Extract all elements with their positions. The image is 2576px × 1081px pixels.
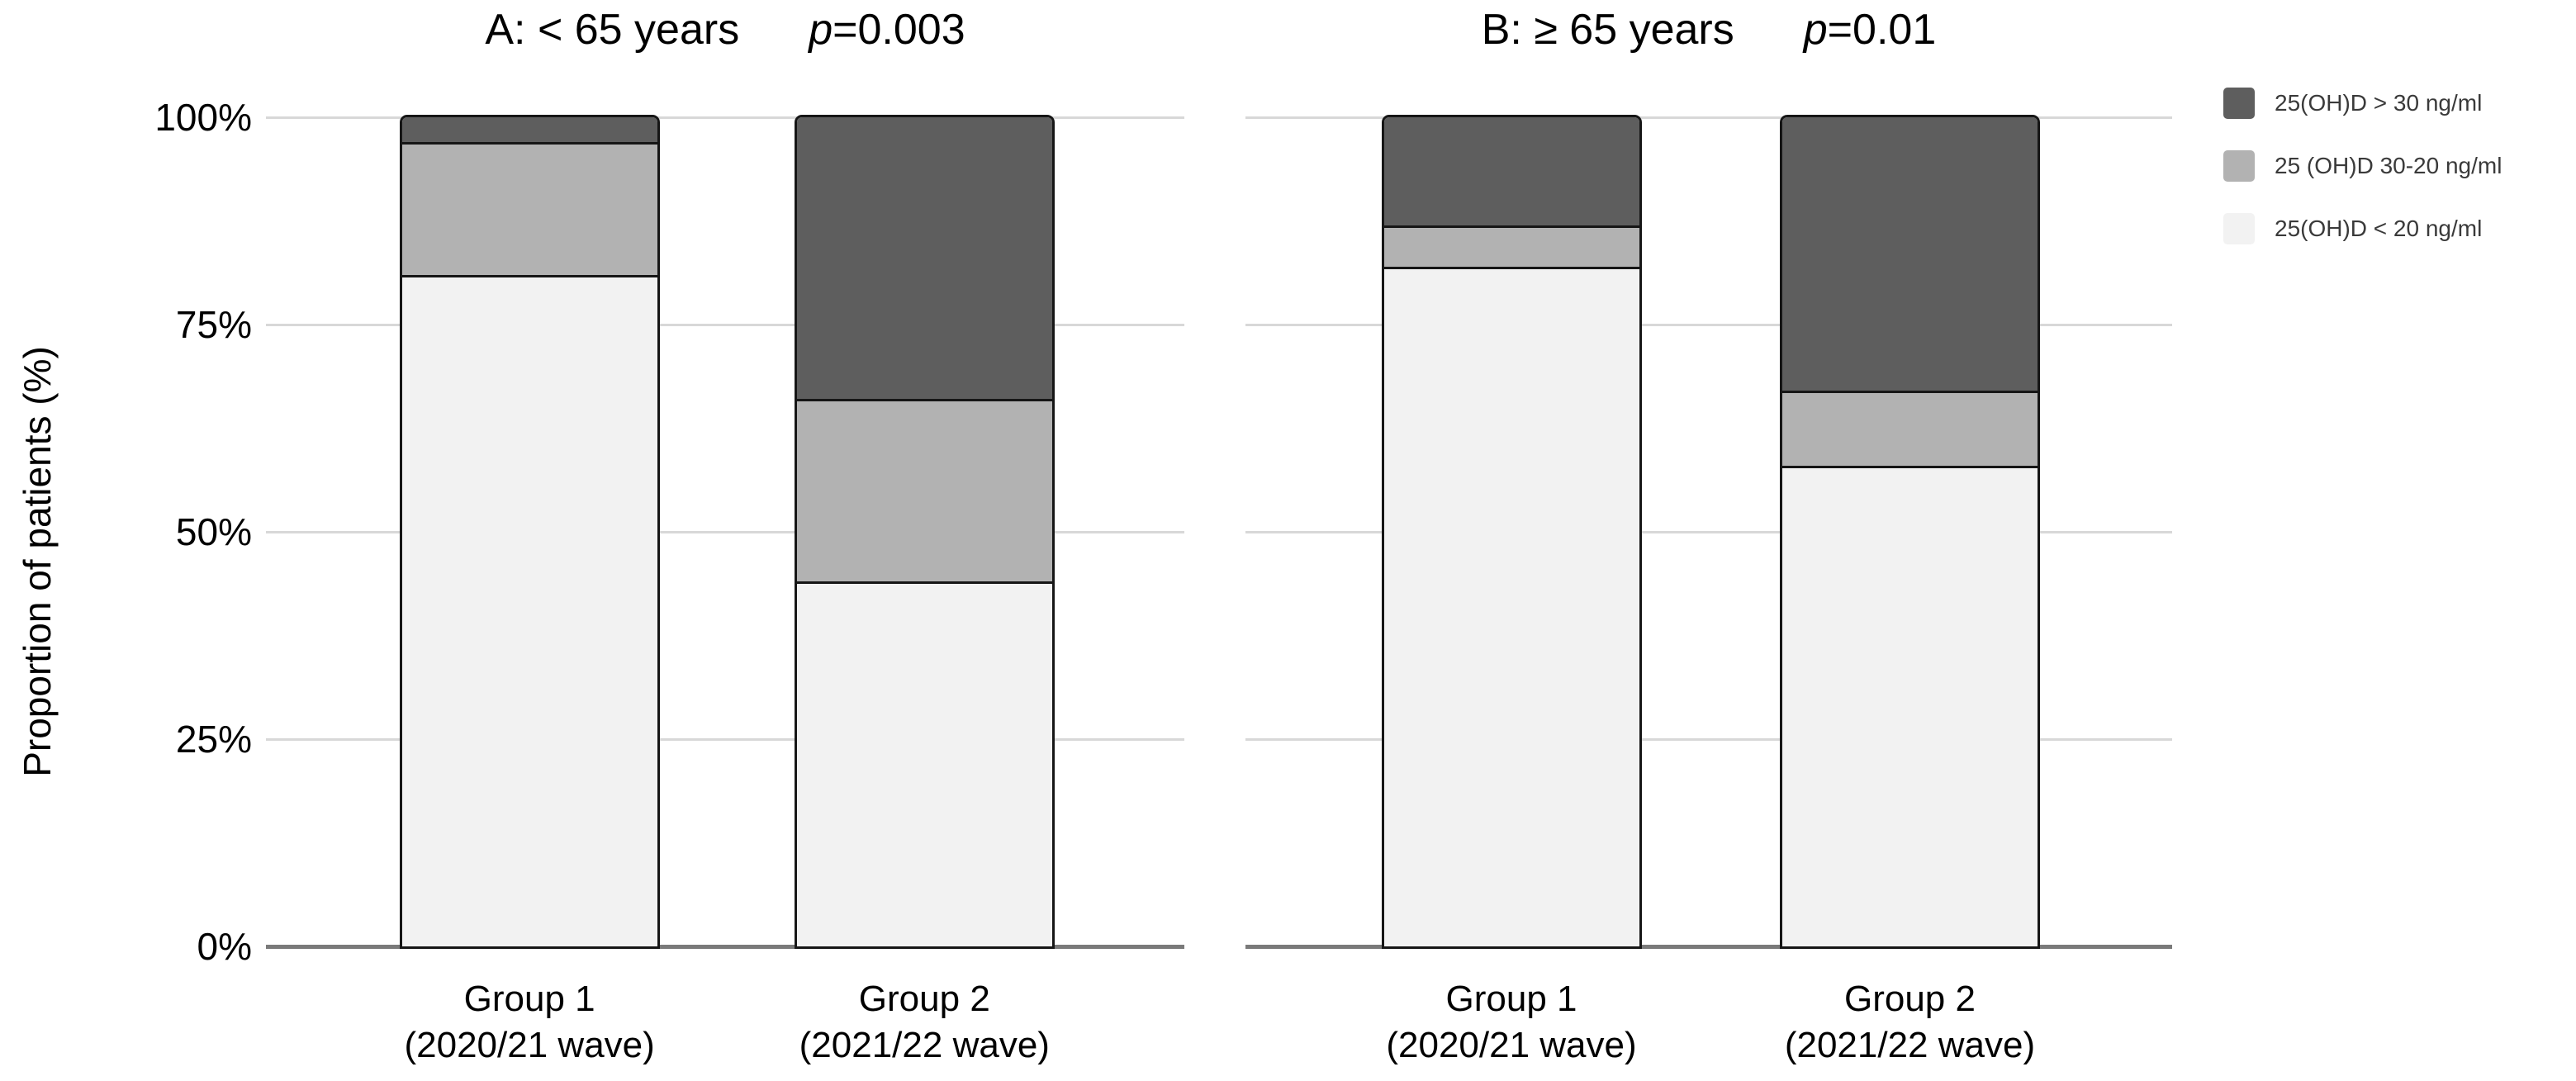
bar-segment bbox=[1383, 225, 1639, 267]
gridline bbox=[1245, 738, 2172, 741]
bar-segment bbox=[401, 274, 657, 946]
legend-item: 25(OH)D > 30 ng/ml bbox=[2223, 88, 2502, 119]
bar-segment bbox=[1383, 266, 1639, 946]
gridline bbox=[266, 738, 1184, 741]
stacked-bar bbox=[399, 115, 660, 949]
x-category-label-line: Group 1 bbox=[1445, 979, 1577, 1019]
legend-label: 25(OH)D > 30 ng/ml bbox=[2275, 90, 2483, 116]
stacked-bar bbox=[794, 115, 1055, 949]
p-symbol: p bbox=[1803, 6, 1828, 54]
bar-segment bbox=[401, 142, 657, 275]
bar-segment bbox=[796, 117, 1052, 400]
gridline bbox=[1245, 324, 2172, 326]
x-axis-line bbox=[266, 945, 1184, 949]
legend-item: 25 (OH)D 30-20 ng/ml bbox=[2223, 150, 2502, 182]
y-tick-label: 100% bbox=[154, 96, 252, 139]
p-value: p=0.01 bbox=[1804, 5, 1937, 55]
p-value: p=0.003 bbox=[809, 5, 965, 55]
x-category-label-line: (2021/22 wave) bbox=[799, 1025, 1050, 1066]
panel-title: A: < 65 years p=0.003 bbox=[266, 5, 1184, 55]
bar-segment bbox=[1781, 391, 2038, 466]
gridline bbox=[266, 531, 1184, 533]
panel-title-text: A: < 65 years bbox=[485, 6, 740, 54]
gridline bbox=[1245, 531, 2172, 533]
legend-label: 25(OH)D < 20 ng/ml bbox=[2275, 216, 2483, 241]
x-category-label-line: Group 2 bbox=[1843, 979, 1976, 1019]
p-value-text: =0.01 bbox=[1827, 6, 1937, 54]
legend-label: 25 (OH)D 30-20 ng/ml bbox=[2275, 153, 2502, 178]
y-tick-label: 0% bbox=[197, 925, 252, 968]
y-tick-label: 25% bbox=[175, 718, 252, 761]
stacked-bar bbox=[1381, 115, 1642, 949]
x-category-label-line: (2020/21 wave) bbox=[1386, 1025, 1637, 1066]
bar-segment bbox=[796, 581, 1052, 946]
x-category-label: Group 2 (2021/22 wave) bbox=[1785, 976, 2035, 1069]
panel-title-text: B: ≥ 65 years bbox=[1481, 6, 1734, 54]
x-category-label-line: (2020/21 wave) bbox=[404, 1025, 655, 1066]
panel-title: B: ≥ 65 years p=0.01 bbox=[1245, 5, 2172, 55]
legend: 25(OH)D > 30 ng/ml 25 (OH)D 30-20 ng/ml 25… bbox=[2223, 88, 2502, 244]
legend-swatch bbox=[2223, 213, 2255, 244]
x-category-label-line: Group 2 bbox=[858, 979, 990, 1019]
x-category-label: Group 1 (2020/21 wave) bbox=[1386, 976, 1636, 1069]
y-axis-title: Proportion of patients (%) bbox=[16, 346, 59, 777]
gridline bbox=[266, 324, 1184, 326]
legend-swatch bbox=[2223, 88, 2255, 119]
y-tick-label: 75% bbox=[175, 303, 252, 346]
bar-segment bbox=[401, 117, 657, 143]
y-tick-label: 50% bbox=[175, 510, 252, 553]
bar-segment bbox=[1781, 117, 2038, 391]
gridline bbox=[1245, 116, 2172, 119]
p-symbol: p bbox=[809, 6, 833, 54]
x-category-label-line: (2021/22 wave) bbox=[1784, 1025, 2036, 1066]
x-category-label-line: Group 1 bbox=[463, 979, 595, 1019]
x-axis-line bbox=[1245, 945, 2172, 949]
legend-swatch bbox=[2223, 150, 2255, 182]
gridline bbox=[266, 116, 1184, 119]
p-value-text: =0.003 bbox=[833, 6, 965, 54]
y-axis-title-wrap: Proportion of patients (%) bbox=[0, 124, 74, 999]
legend-item: 25(OH)D < 20 ng/ml bbox=[2223, 213, 2502, 244]
stacked-bar bbox=[1779, 115, 2040, 949]
bar-segment bbox=[1383, 117, 1639, 225]
bar-segment bbox=[1781, 465, 2038, 946]
x-category-label: Group 1 (2020/21 wave) bbox=[404, 976, 654, 1069]
x-category-label: Group 2 (2021/22 wave) bbox=[799, 976, 1050, 1069]
bar-segment bbox=[796, 399, 1052, 582]
